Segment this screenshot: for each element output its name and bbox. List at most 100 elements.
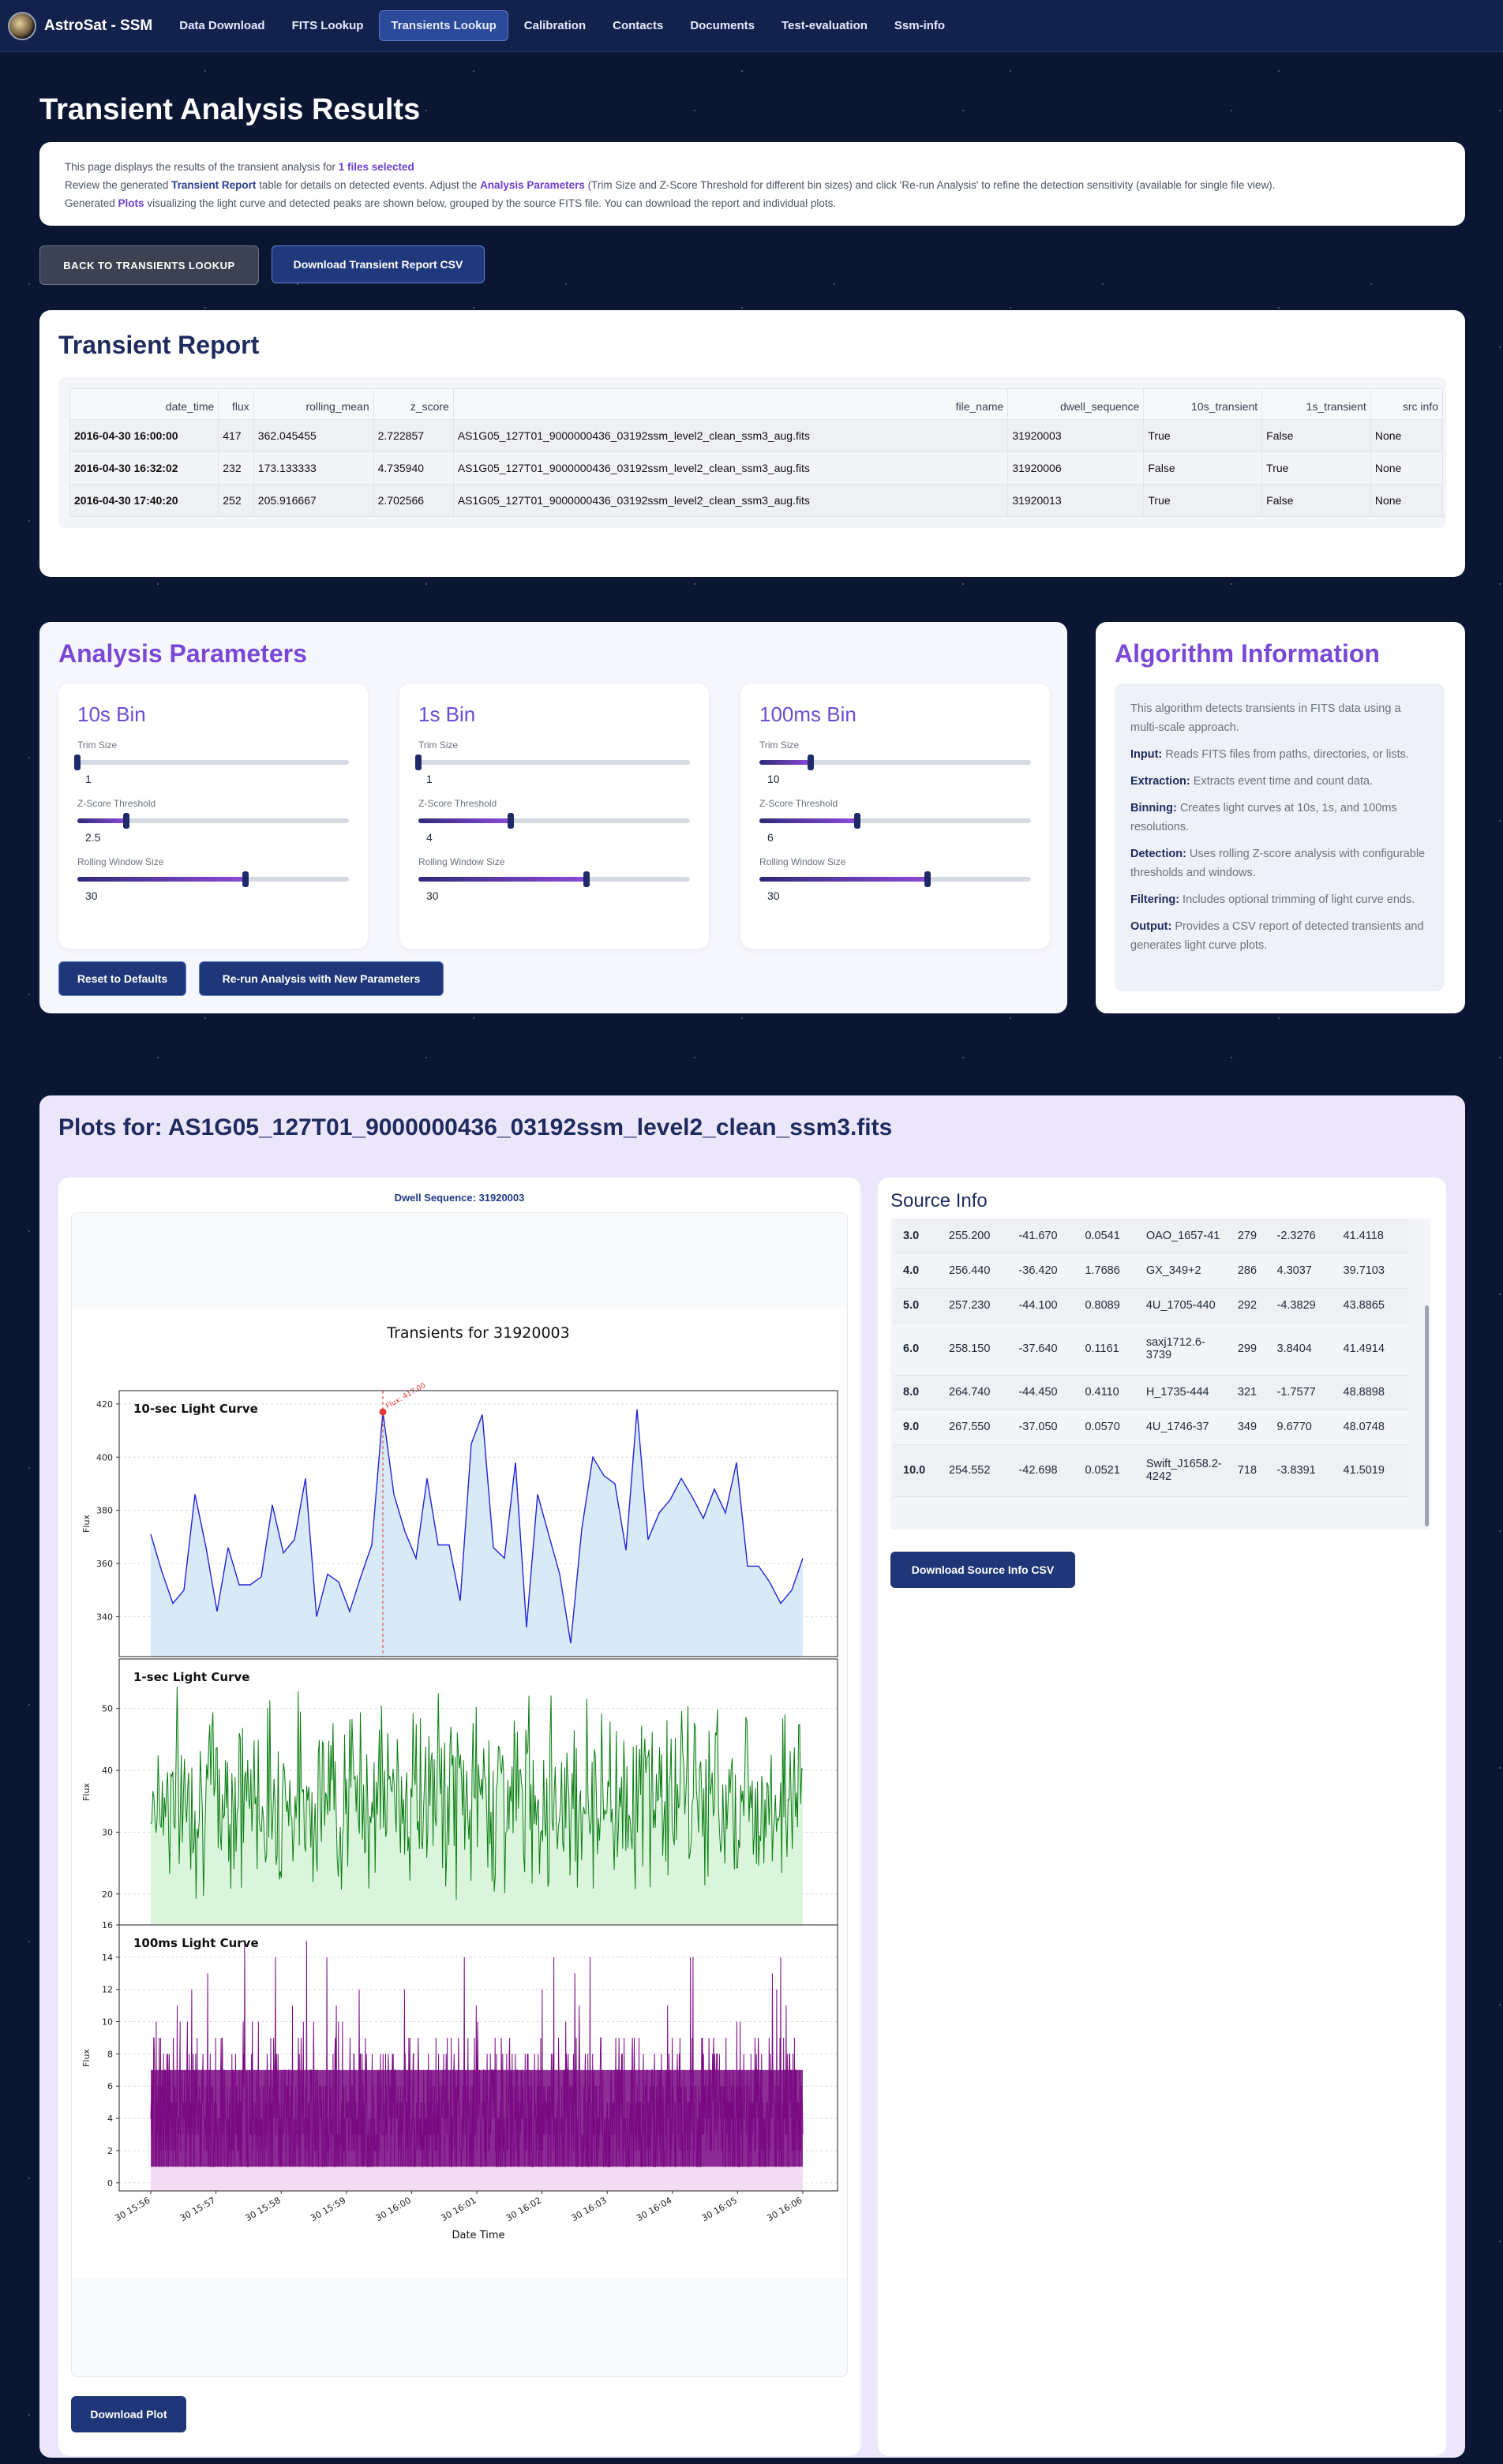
table-cell: 43.8865 [1338, 1288, 1408, 1324]
rolling-window-slider[interactable] [759, 871, 1031, 887]
slider-thumb[interactable] [808, 755, 815, 770]
table-cell: 255.200 [944, 1219, 1014, 1254]
source-info-title: Source Info [890, 1190, 988, 1211]
nav-test-evaluation[interactable]: Test-evaluation [781, 19, 868, 32]
algorithm-title: Algorithm Information [1115, 639, 1380, 668]
report-table-wrapper: date_time flux rolling_mean z_score file… [58, 377, 1446, 528]
source-info-scroll-area[interactable]: 3.0 255.200 -41.670 0.0541 OAO_1657-41 279 -2.… [890, 1219, 1430, 1530]
slider-thumb[interactable] [122, 813, 129, 829]
table-cell: 41.5019 [1338, 1444, 1408, 1497]
panel-title: 10-sec Light Curve [133, 1402, 258, 1416]
col-header[interactable]: date_time [69, 388, 219, 420]
scrollbar[interactable] [1425, 1305, 1429, 1526]
table-cell: 718 [1232, 1444, 1272, 1497]
table-cell: 31920006 [1007, 451, 1145, 485]
slider-thumb[interactable] [415, 755, 422, 770]
table-cell: 3.0 [894, 1219, 944, 1254]
col-header[interactable]: rolling_mean [253, 388, 374, 420]
table-row: 10.0 254.552 -42.698 0.0521 Swift_J1658.2-42… [894, 1444, 1408, 1497]
bin-title: 10s Bin [77, 702, 146, 726]
intro-highlight: Transient Report [171, 179, 257, 191]
table-row: 2016-04-30 16:32:02 232 173.133333 4.735940… [69, 451, 1444, 485]
col-header[interactable]: 1s_transient [1261, 388, 1371, 420]
algorithm-item: Detection: Uses rolling Z-score analysis… [1130, 844, 1429, 882]
rolling-window-slider[interactable] [418, 871, 690, 887]
bin-title: 1s Bin [418, 702, 476, 726]
table-cell: saxj1712.6-3739 [1141, 1323, 1233, 1376]
y-tick-label: 16 [102, 1920, 113, 1930]
brand-name[interactable]: AstroSat - SSM [44, 17, 153, 34]
panel-frame [118, 1390, 838, 1657]
table-cell: GX_349+2 [1141, 1253, 1233, 1289]
table-cell: 257.230 [944, 1288, 1014, 1324]
col-header[interactable]: flux [218, 388, 254, 420]
table-cell: 292 [1232, 1288, 1272, 1324]
bin-card-1: 1s Bin Trim Size 1 Z-Score Threshold 4 R… [399, 683, 709, 949]
x-tick-label: 30 16:03 [570, 2195, 609, 2223]
slider-thumb[interactable] [583, 871, 590, 887]
trim-size-slider[interactable] [74, 755, 349, 770]
table-cell: 267.550 [944, 1410, 1014, 1445]
nav-fits-lookup[interactable]: FITS Lookup [291, 19, 364, 32]
y-axis-label: Flux [81, 1783, 92, 1801]
z-score-slider[interactable] [759, 813, 1031, 829]
table-cell: 4U_1705-440 [1141, 1288, 1233, 1324]
download-source-csv-button[interactable]: Download Source Info CSV [890, 1552, 1075, 1588]
nav-transients-lookup[interactable]: Transients Lookup [379, 10, 508, 41]
z-score-value: 4 [426, 831, 433, 844]
plot-card: Dwell Sequence: 31920003 Transients for … [58, 1178, 860, 2456]
download-report-csv-button[interactable]: Download Transient Report CSV [272, 245, 485, 283]
plots-section: Plots for: AS1G05_127T01_9000000436_0319… [39, 1095, 1465, 2458]
trim-size-value: 10 [767, 773, 780, 785]
col-header[interactable]: dwell_sequence [1007, 388, 1145, 420]
table-cell: 48.8898 [1338, 1375, 1408, 1410]
download-plot-button[interactable]: Download Plot [71, 2396, 186, 2432]
back-to-transients-button[interactable]: BACK TO TRANSIENTS LOOKUP [39, 245, 259, 285]
y-tick-label: 50 [102, 1704, 113, 1714]
rolling-window-label: Rolling Window Size [77, 856, 164, 867]
z-score-slider[interactable] [418, 813, 690, 829]
rolling-window-slider[interactable] [77, 871, 349, 887]
table-cell: 48.0748 [1338, 1410, 1408, 1445]
table-cell: 41.4914 [1338, 1323, 1408, 1376]
z-score-slider[interactable] [77, 813, 349, 829]
slider-thumb[interactable] [74, 755, 81, 770]
y-tick-label: 30 [102, 1827, 113, 1837]
y-axis-label: Flux [81, 2049, 92, 2067]
slider-thumb[interactable] [242, 871, 249, 887]
nav-ssm-info[interactable]: Ssm-info [894, 19, 946, 32]
nav-data-download[interactable]: Data Download [179, 19, 265, 32]
nav-contacts[interactable]: Contacts [613, 19, 664, 32]
col-header[interactable]: file_name [452, 388, 1009, 420]
rerun-analysis-button[interactable]: Re-run Analysis with New Parameters [199, 961, 444, 996]
astrosat-logo-icon[interactable] [8, 11, 36, 40]
slider-thumb[interactable] [853, 813, 860, 829]
slider-thumb[interactable] [924, 871, 931, 887]
table-cell: 279 [1232, 1219, 1272, 1254]
table-row: 9.0 267.550 -37.050 0.0570 4U_1746-37 349 9.67… [894, 1410, 1408, 1445]
plot-canvas: Transients for 31920003 340 360 380 400 420 Fl… [72, 1308, 847, 2279]
table-cell: 4.3037 [1272, 1253, 1339, 1289]
col-header[interactable]: src info [1370, 388, 1444, 420]
table-cell: 417 [218, 419, 254, 452]
table-cell: -44.450 [1014, 1375, 1081, 1410]
trim-size-value: 1 [426, 773, 433, 785]
reset-defaults-button[interactable]: Reset to Defaults [58, 961, 186, 996]
table-cell: 2.722857 [373, 419, 454, 452]
trim-size-slider[interactable] [759, 755, 1031, 770]
slider-thumb[interactable] [507, 813, 514, 829]
algorithm-intro: This algorithm detects transients in FIT… [1130, 702, 1401, 734]
nav-documents[interactable]: Documents [690, 19, 755, 32]
source-info-card: Source Info 3.0 255.200 -41.670 0.0541 OAO_1… [878, 1178, 1446, 2456]
panel-frame [118, 1924, 838, 2192]
table-cell: 232 [218, 451, 254, 485]
nav-calibration[interactable]: Calibration [523, 19, 587, 32]
table-cell: AS1G05_127T01_9000000436_03192ssm_level2… [452, 419, 1009, 452]
col-header[interactable]: 10s_transient [1143, 388, 1263, 420]
table-cell: 3.8404 [1272, 1323, 1339, 1376]
x-tick-label: 30 15:58 [244, 2195, 283, 2223]
trim-size-slider[interactable] [415, 755, 690, 770]
y-tick-label: 400 [96, 1452, 113, 1462]
peak-point [379, 1408, 387, 1416]
col-header[interactable]: z_score [373, 388, 454, 420]
